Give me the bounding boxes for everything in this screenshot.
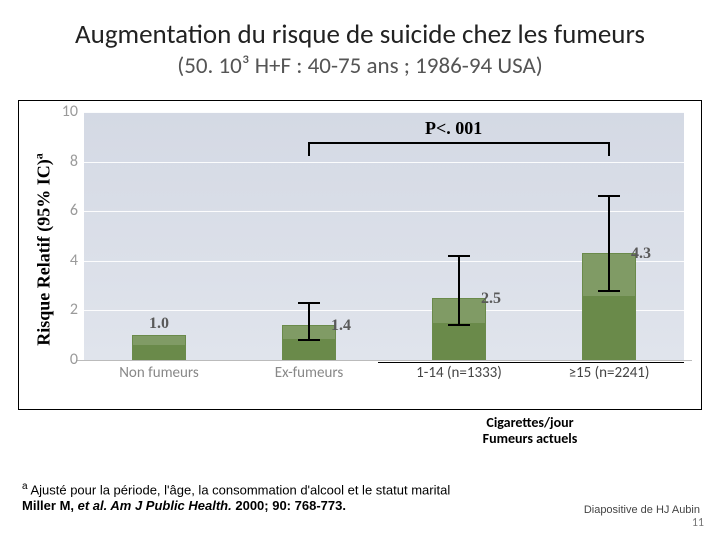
gridline xyxy=(84,211,684,212)
category-label: Ex-fumeurs xyxy=(239,364,379,382)
gridline xyxy=(84,162,684,163)
smokers-bracket-line xyxy=(378,362,684,363)
error-cap xyxy=(448,255,470,257)
p-bracket-tick xyxy=(608,142,610,156)
bar-value-label: 4.3 xyxy=(611,245,671,263)
category-label: 1-14 (n=1333) xyxy=(389,364,529,382)
axis-caption-line2: Fumeurs actuels xyxy=(420,430,640,447)
category-label: ≥15 (n=2241) xyxy=(539,364,679,382)
error-cap xyxy=(298,339,320,341)
bar-value-label: 1.0 xyxy=(129,315,189,333)
chart-plot-area: 1.0 1.4 2.5 4.3 P<. 001 xyxy=(84,112,684,360)
category-label: Non fumeurs xyxy=(89,364,229,382)
slide-subtitle: (50. 10³ H+F : 40-75 ans ; 1986-94 USA) xyxy=(0,52,720,80)
bar-value-label: 1.4 xyxy=(311,317,371,335)
credit-line: Diapositive de HJ Aubin xyxy=(584,504,700,516)
error-cap xyxy=(598,195,620,197)
y-tick-label: 4 xyxy=(48,251,78,270)
error-cap xyxy=(448,324,470,326)
error-bar xyxy=(308,303,310,340)
error-cap xyxy=(298,302,320,304)
footnote: a Ajusté pour la période, l'âge, la cons… xyxy=(22,481,532,514)
y-tick-label: 2 xyxy=(48,300,78,319)
bar xyxy=(132,335,186,360)
y-tick-label: 10 xyxy=(48,102,78,121)
p-bracket xyxy=(309,142,609,144)
y-tick-label: 0 xyxy=(48,350,78,369)
p-value-label: P<. 001 xyxy=(425,118,482,139)
gridline xyxy=(84,112,684,113)
x-axis-line xyxy=(76,360,692,361)
error-bar xyxy=(458,256,460,325)
y-tick-label: 8 xyxy=(48,152,78,171)
slide-number: 11 xyxy=(692,516,704,530)
y-tick-label: 6 xyxy=(48,201,78,220)
error-bar xyxy=(608,196,610,290)
p-bracket-tick xyxy=(308,142,310,156)
bar-value-label: 2.5 xyxy=(461,290,521,308)
slide-title: Augmentation du risque de suicide chez l… xyxy=(0,18,720,51)
axis-caption-line1: Cigarettes/jour xyxy=(420,414,640,431)
error-cap xyxy=(598,290,620,292)
